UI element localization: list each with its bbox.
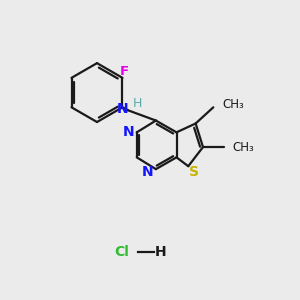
Text: N: N xyxy=(142,165,154,179)
Text: S: S xyxy=(189,165,199,179)
Text: N: N xyxy=(117,102,128,116)
Text: Cl: Cl xyxy=(115,244,130,259)
Text: H: H xyxy=(154,244,166,259)
Text: F: F xyxy=(119,65,128,78)
Text: CH₃: CH₃ xyxy=(222,98,244,111)
Text: CH₃: CH₃ xyxy=(232,141,254,154)
Text: N: N xyxy=(123,125,134,139)
Text: H: H xyxy=(133,97,142,110)
